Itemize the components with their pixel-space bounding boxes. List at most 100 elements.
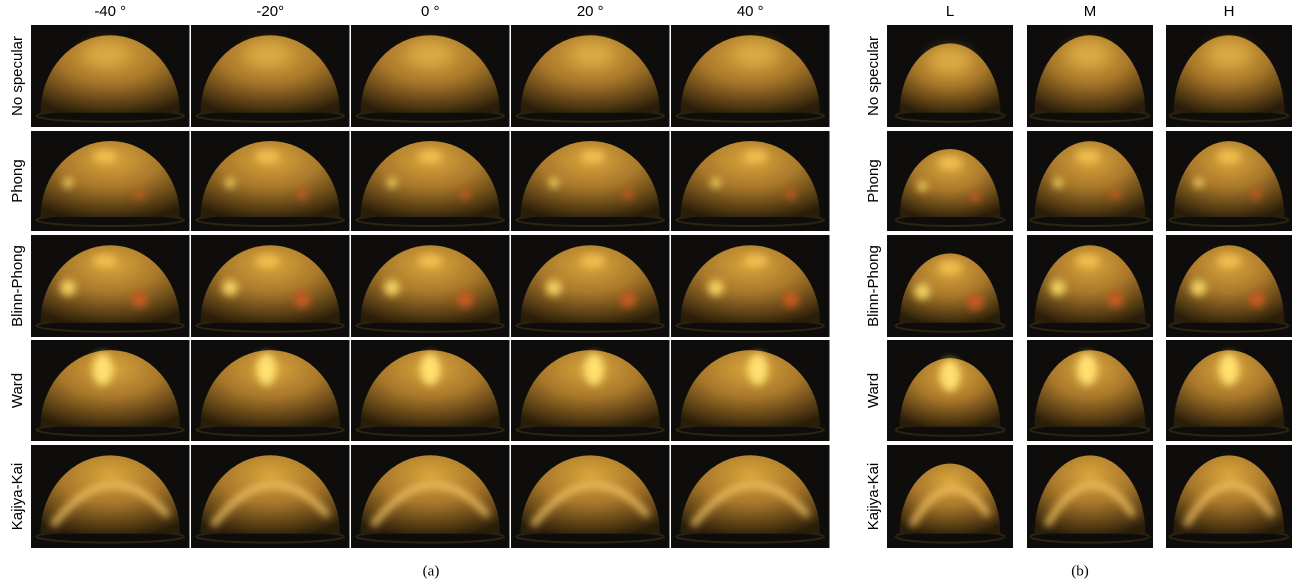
highlight — [294, 291, 310, 307]
rendered-image — [31, 445, 190, 548]
rendered-image — [1166, 445, 1292, 548]
highlight — [60, 280, 76, 296]
highlight — [255, 255, 279, 267]
row-label: Blinn-Phong — [9, 245, 26, 327]
highlight — [581, 255, 605, 267]
highlight — [1217, 255, 1241, 267]
highlight — [744, 150, 768, 162]
rendered-image — [887, 235, 1013, 337]
rendered-image — [351, 445, 510, 548]
rendered-image — [1027, 131, 1153, 231]
rendered-image — [1166, 25, 1292, 127]
caption: (a) — [423, 563, 440, 579]
highlight — [256, 353, 276, 385]
row-label: Blinn-Phong — [865, 245, 882, 327]
rendered-image — [191, 25, 350, 127]
rendered-image — [887, 340, 1013, 441]
highlight — [93, 150, 117, 162]
row-label: Kajiya-Kai — [9, 463, 26, 531]
column-header: -20° — [256, 3, 284, 20]
highlight — [457, 291, 473, 307]
rendered-image — [1027, 235, 1153, 337]
highlight — [736, 45, 776, 65]
highlight — [1076, 255, 1100, 267]
rendered-image — [511, 235, 670, 337]
highlight — [222, 280, 238, 296]
highlight — [967, 294, 983, 310]
column-header: M — [1084, 3, 1097, 20]
row-label: Kajiya-Kai — [865, 463, 882, 531]
rendered-image — [1166, 131, 1292, 231]
highlight — [1077, 353, 1097, 385]
figure: (a) (b) -40 ° -20° 0 ° 20 ° 40 ° No specular P… — [0, 0, 1293, 586]
highlight — [134, 189, 144, 199]
column-header: 40 ° — [737, 3, 764, 20]
highlight — [914, 284, 930, 300]
highlight — [549, 178, 559, 188]
highlight — [85, 45, 125, 65]
rendered-image — [511, 445, 670, 548]
highlight — [1110, 189, 1120, 199]
column-header: 20 ° — [577, 3, 604, 20]
rendered-image — [511, 340, 670, 441]
highlight — [1076, 150, 1100, 162]
highlight — [938, 261, 962, 273]
highlight — [131, 291, 147, 307]
highlight — [711, 178, 721, 188]
highlight — [917, 181, 927, 191]
highlight — [1209, 45, 1249, 65]
row-label: Phong — [865, 159, 882, 202]
rendered-image — [671, 340, 830, 441]
highlight — [970, 192, 980, 202]
highlight — [708, 280, 724, 296]
rendered-image — [671, 25, 830, 127]
rendered-image — [1027, 25, 1153, 127]
rendered-image — [511, 131, 670, 231]
column-header: 0 ° — [421, 3, 440, 20]
highlight — [1050, 280, 1066, 296]
highlight — [930, 51, 970, 71]
highlight — [573, 45, 613, 65]
rendered-image — [671, 445, 830, 548]
column-header: L — [946, 3, 954, 20]
highlight — [1252, 189, 1262, 199]
highlight — [418, 150, 442, 162]
highlight — [1249, 291, 1265, 307]
rendered-image — [351, 25, 510, 127]
row-label: Ward — [9, 373, 26, 408]
row-label: No specular — [865, 36, 882, 116]
highlight — [1107, 291, 1123, 307]
rendered-image — [1166, 235, 1292, 337]
rendered-image — [1166, 340, 1292, 441]
highlight — [420, 353, 440, 385]
highlight — [297, 189, 307, 199]
caption: (b) — [1071, 563, 1089, 579]
highlight — [387, 178, 397, 188]
highlight — [623, 189, 633, 199]
highlight — [247, 45, 287, 65]
highlight — [410, 45, 450, 65]
highlight — [460, 189, 470, 199]
highlight — [1219, 353, 1239, 385]
rendered-image — [351, 235, 510, 337]
rendered-image — [191, 235, 350, 337]
highlight — [584, 353, 604, 385]
highlight — [1068, 45, 1108, 65]
column-header: -40 ° — [94, 3, 126, 20]
highlight — [748, 353, 768, 385]
rendered-image — [191, 131, 350, 231]
rendered-image — [191, 445, 350, 548]
highlight — [93, 255, 117, 267]
rendered-image — [31, 25, 190, 127]
highlight — [225, 178, 235, 188]
highlight — [783, 291, 799, 307]
rendered-image — [351, 131, 510, 231]
highlight — [620, 291, 636, 307]
highlight — [1217, 150, 1241, 162]
highlight — [384, 280, 400, 296]
highlight — [418, 255, 442, 267]
highlight — [744, 255, 768, 267]
column-header: H — [1224, 3, 1235, 20]
row-label: Phong — [9, 159, 26, 202]
row-label: Ward — [865, 373, 882, 408]
